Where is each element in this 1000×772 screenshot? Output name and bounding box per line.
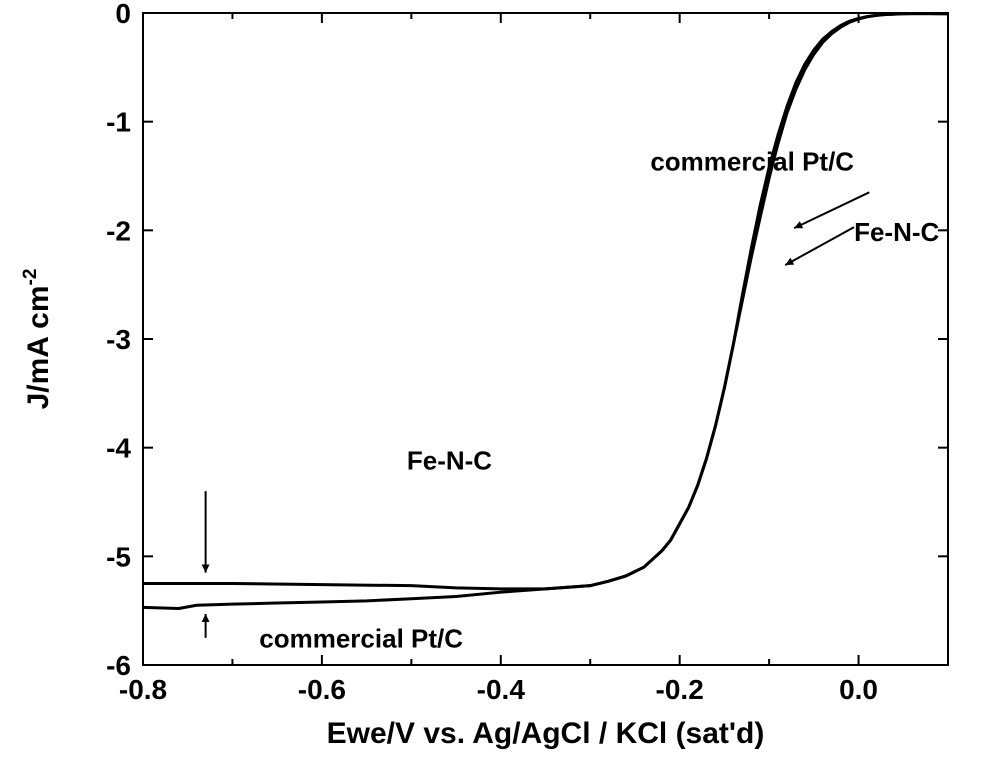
y-tick-label: -1: [106, 107, 131, 138]
x-tick-label: 0.0: [839, 674, 878, 705]
x-tick-label: -0.2: [656, 674, 704, 705]
label-fe-n-c-top: Fe-N-C: [407, 445, 492, 475]
y-tick-label: 0: [115, 0, 131, 29]
y-tick-label: -3: [106, 324, 131, 355]
y-tick-label: -6: [106, 650, 131, 681]
x-tick-label: -0.6: [298, 674, 346, 705]
label-fe-n-c-right: Fe-N-C: [854, 217, 939, 247]
y-axis-label: J/mA cm-2: [20, 269, 55, 410]
label-ptc-top: commercial Pt/C: [650, 147, 854, 177]
chart-container: -0.8-0.6-0.4-0.20.0-6-5-4-3-2-10Ewe/V vs…: [0, 0, 1000, 772]
x-axis-label: Ewe/V vs. Ag/AgCl / KCl (sat'd): [327, 717, 765, 750]
y-tick-label: -2: [106, 215, 131, 246]
lsv-chart: -0.8-0.6-0.4-0.20.0-6-5-4-3-2-10Ewe/V vs…: [0, 0, 1000, 772]
y-tick-label: -4: [106, 433, 131, 464]
x-tick-label: -0.4: [477, 674, 526, 705]
y-tick-label: -5: [106, 541, 131, 572]
label-ptc-bottom: commercial Pt/C: [259, 624, 463, 654]
